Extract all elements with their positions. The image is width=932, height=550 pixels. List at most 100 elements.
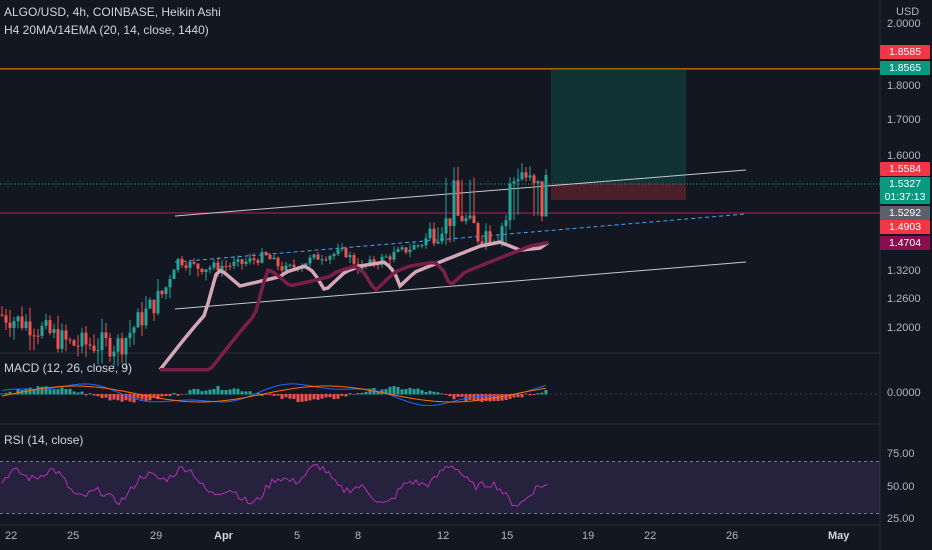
macd-bar bbox=[340, 394, 344, 396]
macd-bar bbox=[432, 391, 436, 395]
candle-body bbox=[432, 228, 436, 244]
rsi-legend[interactable]: RSI (14, close) bbox=[4, 433, 84, 447]
candle-body bbox=[512, 181, 516, 184]
candle-body bbox=[0, 314, 4, 316]
candle-body bbox=[48, 320, 52, 333]
candle-body bbox=[372, 259, 376, 265]
symbol-legend[interactable]: ALGO/USD, 4h, COINBASE, Heikin Ashi bbox=[4, 5, 221, 19]
macd-bar bbox=[216, 386, 220, 395]
indicator-legend[interactable]: H4 20MA/14EMA (20, 14, close, 1440) bbox=[4, 23, 209, 37]
macd-bar bbox=[140, 394, 144, 400]
macd-bar bbox=[148, 394, 152, 401]
price-tick-label: 1.6000 bbox=[887, 150, 921, 162]
macd-bar bbox=[392, 386, 396, 395]
macd-bar bbox=[88, 393, 92, 395]
candle-body bbox=[104, 332, 108, 338]
candle-body bbox=[340, 248, 344, 250]
macd-bar bbox=[396, 386, 400, 395]
candle-body bbox=[500, 226, 504, 243]
candle-body bbox=[540, 181, 544, 217]
macd-bar bbox=[328, 394, 332, 398]
candle-body bbox=[120, 338, 124, 355]
macd-bar bbox=[384, 389, 388, 395]
candle-body bbox=[348, 255, 352, 258]
candle-body bbox=[544, 174, 548, 217]
macd-bar bbox=[456, 394, 460, 397]
macd-zero-tick: 0.0000 bbox=[887, 387, 921, 399]
macd-bar bbox=[156, 394, 160, 400]
macd-bar bbox=[160, 394, 164, 397]
macd-bar bbox=[116, 394, 120, 401]
rsi-tick-label: 50.00 bbox=[887, 480, 915, 493]
macd-bar bbox=[428, 390, 432, 395]
candle-body bbox=[92, 345, 96, 352]
macd-bar bbox=[304, 394, 308, 402]
candle-body bbox=[328, 255, 332, 260]
candle-body bbox=[520, 172, 524, 180]
candle-body bbox=[280, 266, 284, 271]
macd-bar bbox=[172, 393, 176, 395]
macd-bar bbox=[276, 394, 280, 396]
time-tick-label: 19 bbox=[582, 530, 595, 542]
candle-body bbox=[524, 172, 528, 178]
candle-body bbox=[180, 258, 184, 266]
rsi-tick-label: 25.00 bbox=[887, 513, 915, 525]
macd-bar bbox=[168, 394, 172, 397]
macd-bar bbox=[196, 389, 200, 395]
price-tag: 1.5327 bbox=[880, 177, 930, 191]
candle-body bbox=[412, 245, 416, 250]
macd-bar bbox=[288, 394, 292, 399]
candle-body bbox=[276, 257, 280, 267]
candle-body bbox=[84, 332, 88, 345]
channel-lower-line bbox=[174, 261, 747, 310]
macd-bar bbox=[80, 391, 84, 395]
candle-body bbox=[256, 260, 260, 263]
macd-bar bbox=[96, 394, 100, 397]
macd-bar bbox=[200, 391, 204, 395]
candle-body bbox=[504, 220, 508, 227]
candle-body bbox=[428, 228, 432, 239]
candle-body bbox=[108, 337, 112, 357]
candle-body bbox=[224, 265, 228, 267]
candle-body bbox=[136, 312, 140, 328]
macd-bar bbox=[332, 394, 336, 400]
candle-body bbox=[408, 249, 412, 253]
candle-body bbox=[440, 233, 444, 242]
macd-bar bbox=[184, 393, 188, 395]
macd-bar bbox=[540, 392, 544, 395]
candle-body bbox=[236, 259, 240, 262]
candle-body bbox=[472, 215, 476, 224]
candle-body bbox=[232, 261, 236, 266]
macd-bar bbox=[76, 392, 80, 395]
macd-bar bbox=[180, 394, 184, 395]
candle-body bbox=[160, 290, 164, 295]
macd-bar bbox=[544, 390, 548, 395]
macd-bar bbox=[16, 389, 20, 395]
candle-body bbox=[124, 338, 128, 355]
candle-body bbox=[332, 253, 336, 256]
moving-average-slow bbox=[160, 240, 549, 372]
candle-body bbox=[388, 256, 392, 260]
macd-legend[interactable]: MACD (12, 26, close, 9) bbox=[4, 361, 133, 375]
macd-bar bbox=[248, 391, 252, 395]
candle-body bbox=[468, 215, 472, 219]
candle-body bbox=[4, 315, 8, 323]
macd-bar bbox=[260, 394, 264, 396]
macd-bar bbox=[68, 388, 72, 395]
macd-bar bbox=[484, 394, 488, 402]
candle-body bbox=[240, 259, 244, 264]
macd-bar bbox=[480, 394, 484, 402]
macd-signal-line bbox=[1, 385, 547, 403]
rsi-pane[interactable] bbox=[0, 461, 880, 514]
macd-pane[interactable] bbox=[0, 383, 880, 407]
macd-bar bbox=[232, 388, 236, 395]
profit-target-zone bbox=[551, 70, 686, 184]
candle-body bbox=[448, 218, 452, 226]
candle-body bbox=[284, 265, 288, 271]
candle-body bbox=[20, 316, 24, 328]
macd-bar bbox=[352, 394, 356, 395]
candle-body bbox=[64, 330, 68, 340]
